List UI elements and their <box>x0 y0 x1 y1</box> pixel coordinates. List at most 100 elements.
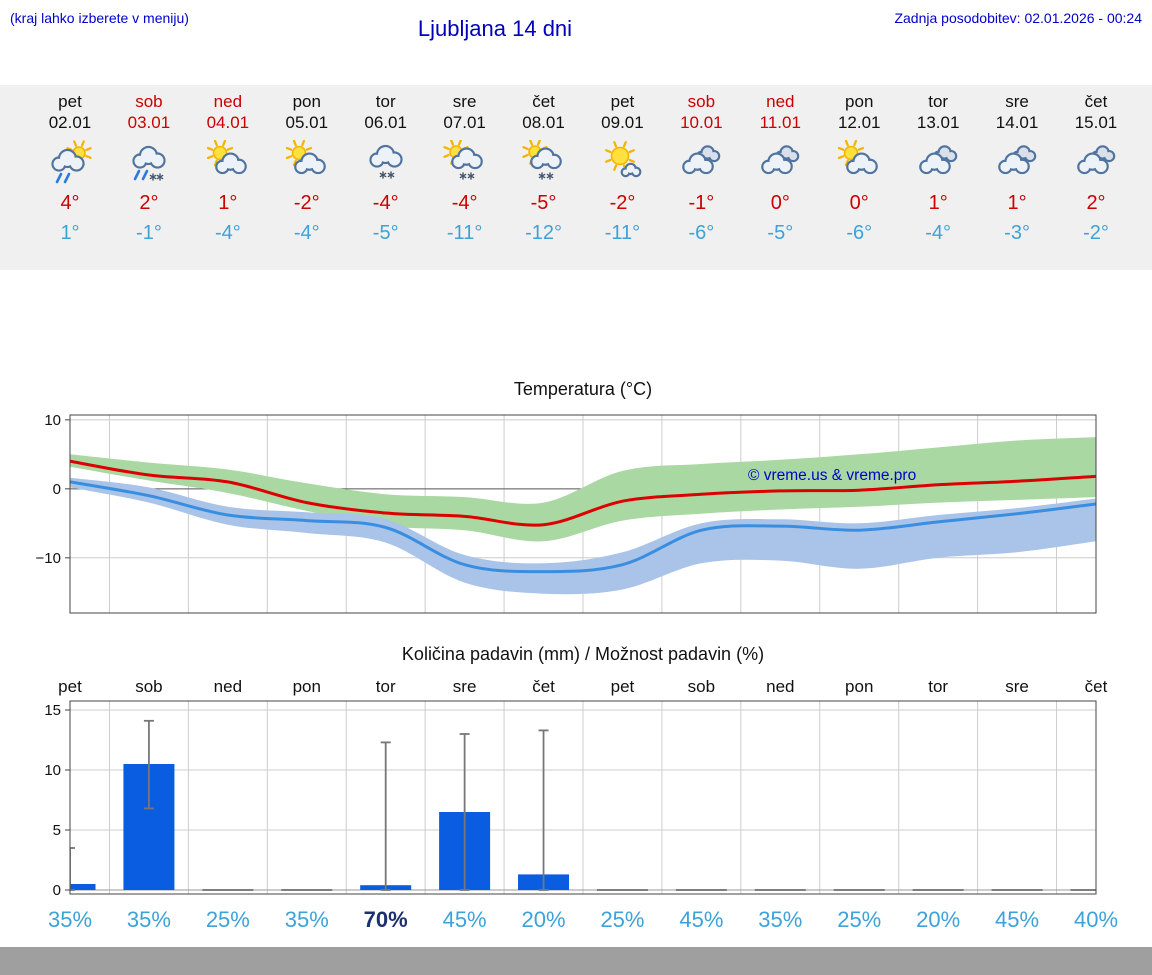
day-icon-wrap <box>978 138 1057 188</box>
day-name-label: sre <box>452 92 477 111</box>
forecast-day-column: pon 12.01 0° -6° <box>820 85 899 270</box>
precip-day-label: ned <box>214 677 242 696</box>
day-date-label: 08.01 <box>522 113 565 132</box>
day-icon-wrap <box>504 138 583 188</box>
sun-cloud-snow-icon <box>442 140 483 180</box>
day-low-temperature: -6° <box>688 222 715 244</box>
precip-day-label: čet <box>1085 677 1108 696</box>
sun-cloud-icon <box>838 140 879 175</box>
precip-probability-label: 20% <box>522 907 566 932</box>
precipitation-chart-title: Količina padavin (mm) / Možnost padavin … <box>401 644 765 664</box>
precip-day-label: tor <box>376 677 396 696</box>
uncertainty-band <box>70 477 1096 595</box>
precip-day-label: ned <box>766 677 794 696</box>
day-high-temperature: 1° <box>928 192 948 214</box>
precip-ytick-label: 0 <box>53 882 61 899</box>
day-name-label: ned <box>766 92 795 111</box>
day-icon-wrap <box>820 138 899 188</box>
cloudy-icon <box>998 145 1037 175</box>
day-low-temperature: -12° <box>525 222 562 244</box>
day-name-label: sob <box>135 92 163 111</box>
day-high-temperature: -4° <box>372 192 399 214</box>
day-date-label: 02.01 <box>48 113 92 132</box>
day-high-temperature: -5° <box>530 192 557 214</box>
last-update-label: Zadnja posodobitev: 02.01.2026 - 00:24 <box>894 10 1142 26</box>
precip-probability-label: 20% <box>916 907 960 932</box>
precip-probability-label: 40% <box>1074 907 1118 932</box>
day-date-label: 03.01 <box>127 113 171 132</box>
day-name-label: čet <box>1084 92 1108 111</box>
precip-day-label: sre <box>453 677 477 696</box>
day-low-temperature: -4° <box>214 222 241 244</box>
day-high-temperature: 0° <box>770 192 790 214</box>
day-high-temperature: 0° <box>849 192 869 214</box>
day-low-temperature: -1° <box>136 222 162 244</box>
temperature-chart-title: Temperatura (°C) <box>513 379 653 399</box>
day-icon-wrap <box>31 138 110 188</box>
precip-probability-label: 35% <box>127 907 171 932</box>
page-title: Ljubljana 14 dni <box>417 16 573 41</box>
precip-probability-label: 45% <box>995 907 1039 932</box>
uncertainty-band <box>70 437 1096 542</box>
day-low-temperature: -4° <box>925 222 952 244</box>
temp-ytick-label: 0 <box>53 481 61 498</box>
day-name-label: pet <box>610 92 635 111</box>
precip-ytick-label: 5 <box>53 822 61 839</box>
precip-probability-label: 45% <box>443 907 487 932</box>
precip-probability-label: 45% <box>679 907 723 932</box>
precip-day-label: čet <box>532 677 555 696</box>
day-low-temperature: -5° <box>372 222 399 244</box>
sun-cloud-rain-icon <box>51 140 92 184</box>
temp-ytick-label: −10 <box>36 550 61 567</box>
precip-day-label: pet <box>611 677 635 696</box>
day-name-label: pet <box>58 92 82 111</box>
day-icon-wrap <box>741 138 820 188</box>
day-date-label: 13.01 <box>916 113 960 132</box>
day-low-temperature: -3° <box>1004 222 1030 244</box>
day-high-temperature: -4° <box>451 192 478 214</box>
day-low-temperature: -5° <box>767 222 794 244</box>
day-date-label: 11.01 <box>759 113 801 132</box>
day-date-label: 04.01 <box>206 113 250 132</box>
precip-day-label: pon <box>293 677 321 696</box>
forecast-day-column: ned 04.01 1° -4° <box>188 85 267 270</box>
forecast-day-column: sob 03.01 2° -1° <box>109 85 188 270</box>
day-icon-wrap <box>583 138 662 188</box>
mostly-sunny-icon <box>605 140 642 178</box>
temperature-line <box>70 459 1096 527</box>
day-name-label: tor <box>928 92 949 111</box>
forecast-day-column: sre 14.01 1° -3° <box>978 85 1057 270</box>
precip-probability-label: 35% <box>285 907 329 932</box>
day-low-temperature: -6° <box>846 222 873 244</box>
forecast-day-column: sob 10.01 -1° -6° <box>662 85 741 270</box>
sun-cloud-icon <box>206 140 247 175</box>
day-date-label: 14.01 <box>995 113 1039 132</box>
precip-day-label: tor <box>928 677 948 696</box>
day-icon-wrap <box>1057 138 1136 188</box>
precip-ytick-label: 10 <box>44 762 61 779</box>
day-name-label: čet <box>532 92 555 111</box>
temp-ytick-label: 10 <box>44 412 61 429</box>
sun-cloud-snow-icon <box>521 140 562 180</box>
day-high-temperature: 2° <box>139 192 159 214</box>
precip-bar <box>70 884 96 890</box>
day-icon-wrap <box>188 138 267 188</box>
forecast-day-column: ned 11.01 0° -5° <box>741 85 820 270</box>
watermark-link: © vreme.us & vreme.pro <box>748 467 916 484</box>
forecast-day-column: pet 02.01 4° 1° <box>31 85 110 270</box>
cloud-rain-snow-icon <box>132 145 166 181</box>
day-icon-wrap <box>899 138 978 188</box>
precip-probability-label: 70% <box>364 907 408 932</box>
day-low-temperature: -2° <box>1083 222 1109 244</box>
day-low-temperature: 1° <box>60 222 80 244</box>
day-high-temperature: 4° <box>60 192 80 214</box>
forecast-day-column: tor 13.01 1° -4° <box>899 85 978 270</box>
day-high-temperature: 1° <box>218 192 238 214</box>
day-high-temperature: 2° <box>1086 192 1106 214</box>
day-name-label: sre <box>1005 92 1029 111</box>
day-low-temperature: -11° <box>446 222 483 244</box>
location-menu-note: (kraj lahko izberete v meniju) <box>10 10 189 26</box>
forecast-day-column: čet 08.01 -5° -12° <box>504 85 583 270</box>
day-icon-wrap <box>425 138 504 188</box>
day-icon-wrap <box>109 138 188 188</box>
